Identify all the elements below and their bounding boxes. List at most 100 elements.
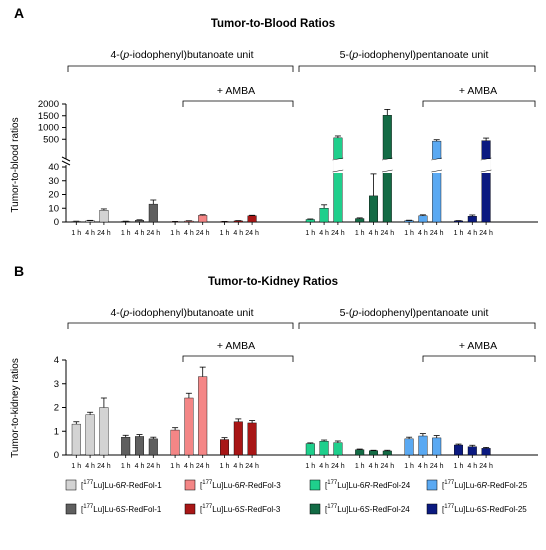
legend-label-part: -RedFol-1 [126,481,162,490]
y-tick-label: 1000 [38,123,59,134]
bar [219,439,229,456]
legend-label-part: R [481,481,487,490]
bar [404,220,414,223]
legend-label-sup: 177 [83,480,94,486]
x-tick-label: 4 h [467,463,477,470]
group-bracket-left [67,322,294,329]
x-tick-label: 4 h [85,230,95,237]
x-tick-label: 1 h [71,463,81,470]
x-tick-label: 1 h [170,230,180,237]
bar [467,216,477,223]
amba-label-right: + AMBA [459,85,497,97]
chart-title: Tumor-to-Kidney Ratios [208,276,338,288]
group-label-left-part: -iodophenyl)butanoate unit [129,307,253,319]
x-tick-label: 4 h [418,230,428,237]
axis-break-mark [61,160,71,166]
bar-break-gap [431,159,442,173]
bar [355,218,365,223]
legend-label-part: S [120,505,126,514]
bar [418,435,428,456]
x-tick-label: 24 h [146,230,160,237]
legend-label-part: Lu]Lu-6 [337,505,365,514]
legend-swatch [184,479,196,491]
group-label-right: 5-(p-iodophenyl)pentanoate unit [340,49,489,61]
panel-label: B [14,263,24,279]
legend-label-part: [ [442,505,445,514]
bar [404,438,414,456]
x-tick-label: 24 h [331,230,345,237]
y-tick-label: 30 [48,176,59,187]
x-tick-label: 1 h [220,463,230,470]
bar [71,423,81,456]
legend-label-part: Lu]Lu-6 [212,481,240,490]
x-tick-label: 1 h [355,230,365,237]
bar [85,220,95,223]
x-tick-label: 4 h [369,230,379,237]
bar [333,442,343,456]
legend-label-part: S [481,505,487,514]
bar-break-mark [480,157,492,161]
legend-swatch [184,503,196,515]
bar-break-mark [480,169,492,173]
legend-label-part: [ [81,481,84,490]
group-label-right-part: -iodophenyl)pentanoate unit [358,49,488,61]
x-tick-label: 24 h [430,463,444,470]
x-tick-label: 1 h [404,463,414,470]
amba-label-left: + AMBA [217,340,255,352]
x-tick-label: 1 h [404,230,414,237]
legend-label-part: R [239,481,245,490]
x-tick-label: 24 h [245,463,259,470]
x-tick-label: 24 h [196,230,210,237]
amba-bracket-left [182,355,294,362]
amba-bracket-right [422,355,536,362]
group-label-left-part: p [122,49,129,61]
legend-swatch [309,503,321,515]
x-tick-label: 1 h [220,230,230,237]
group-label-right-part: -iodophenyl)pentanoate unit [358,307,488,319]
bar [184,397,194,456]
x-tick-label: 4 h [319,463,329,470]
x-tick-label: 4 h [467,230,477,237]
legend-label-sup: 177 [327,504,338,510]
x-tick-label: 1 h [170,463,180,470]
legend-label-part: -RedFol-25 [487,481,528,490]
x-tick-label: 4 h [369,463,379,470]
bar-break-mark [431,169,443,173]
bar [99,407,109,456]
bar [319,441,329,456]
legend-swatch [426,479,438,491]
amba-bracket-right [422,100,536,107]
legend-label-part: -RedFol-3 [245,505,281,514]
bar-break-mark [381,169,393,173]
group-label-right-part: p [351,49,358,61]
bar [184,220,194,223]
x-tick-label: 1 h [454,230,464,237]
group-label-right-part: 5-( [340,49,353,61]
amba-label-right: + AMBA [459,340,497,352]
legend-label-part: -RedFol-25 [487,505,528,514]
x-tick-label: 1 h [355,463,365,470]
bar [198,376,208,456]
x-tick-label: 4 h [418,463,428,470]
y-axis-title: Tumor-to-kidney ratios [10,358,21,458]
axis-break-mark [61,156,71,162]
x-tick-label: 24 h [245,230,259,237]
bar [481,448,491,456]
legend-label-part: Lu]Lu-6 [454,481,482,490]
x-tick-label: 1 h [305,463,315,470]
legend-label-part: [ [325,505,328,514]
y-tick-label: 2000 [38,99,59,110]
y-tick-label: 500 [43,134,59,145]
group-label-left: 4-(p-iodophenyl)butanoate unit [110,307,253,319]
bar-break-gap [382,159,393,173]
legend-label-part: R [364,481,370,490]
legend-swatch [426,503,438,515]
legend-label-sup: 177 [202,480,213,486]
bar [134,436,144,456]
legend-label-part: -RedFol-24 [370,505,411,514]
bar [454,444,464,456]
x-tick-label: 4 h [184,230,194,237]
bar-break-gap [481,159,491,173]
amba-bracket-left [182,100,294,107]
bar [233,220,243,223]
